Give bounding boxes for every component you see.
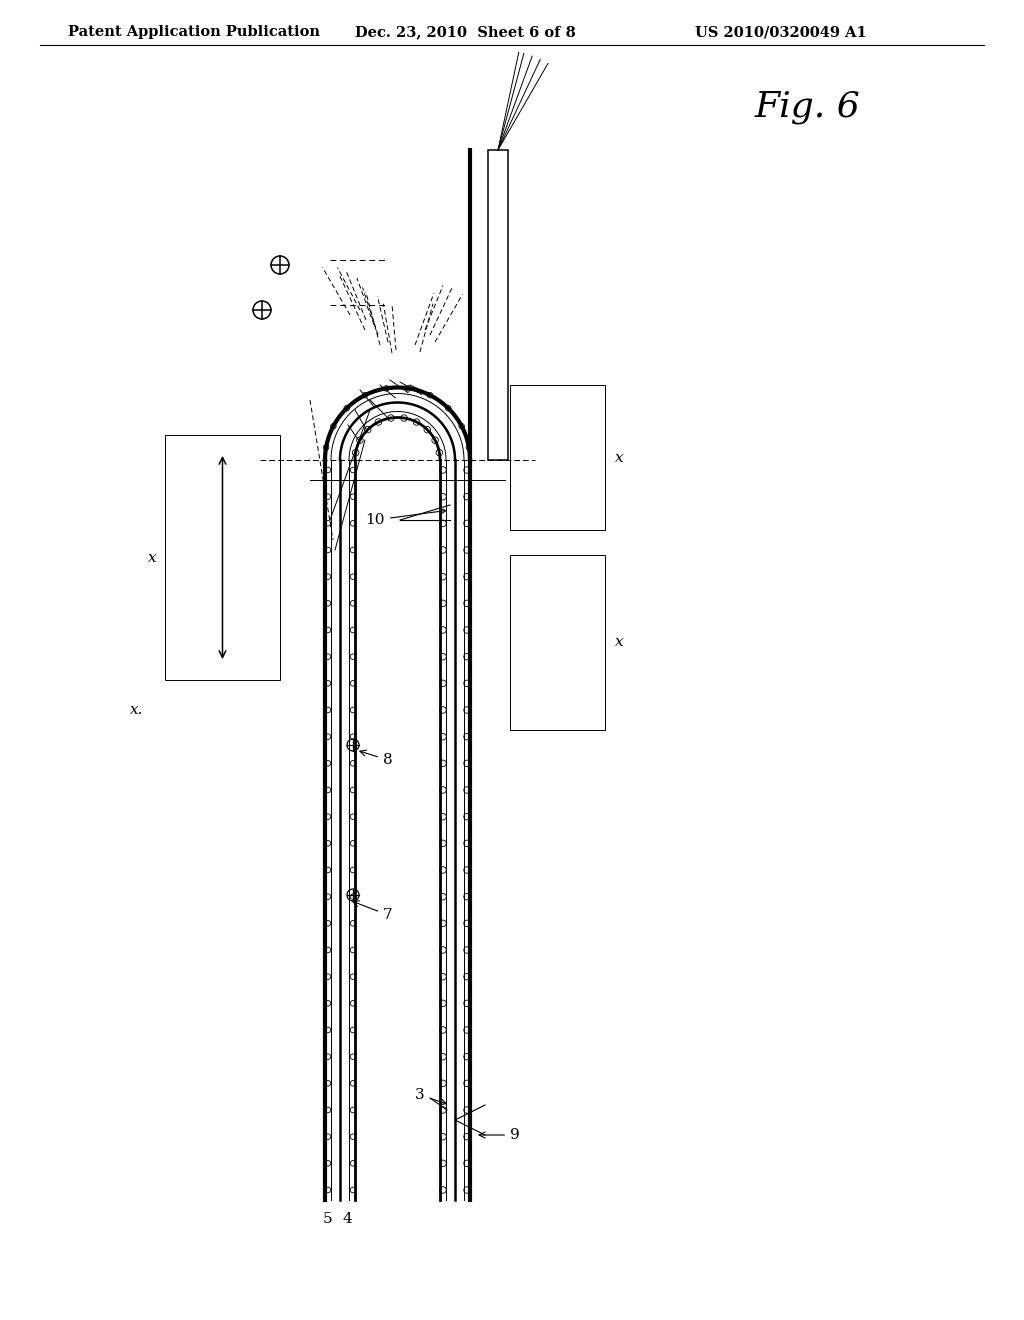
Bar — [165, 436, 280, 680]
Text: x: x — [615, 450, 624, 465]
Text: 7: 7 — [352, 900, 392, 921]
Bar — [510, 554, 605, 730]
Text: 4: 4 — [342, 1212, 352, 1226]
Bar — [510, 385, 605, 531]
Text: x: x — [615, 635, 624, 649]
Text: 3: 3 — [416, 1088, 446, 1105]
Bar — [488, 150, 508, 459]
Text: 8: 8 — [359, 750, 392, 767]
Text: US 2010/0320049 A1: US 2010/0320049 A1 — [695, 25, 866, 40]
Text: Fig. 6: Fig. 6 — [755, 90, 861, 124]
Text: Dec. 23, 2010  Sheet 6 of 8: Dec. 23, 2010 Sheet 6 of 8 — [355, 25, 575, 40]
Text: 10: 10 — [366, 508, 446, 527]
Text: Patent Application Publication: Patent Application Publication — [68, 25, 319, 40]
Text: x.: x. — [129, 704, 143, 717]
Text: x: x — [148, 550, 157, 565]
Text: 5: 5 — [324, 1212, 333, 1226]
Text: 9: 9 — [479, 1129, 520, 1142]
